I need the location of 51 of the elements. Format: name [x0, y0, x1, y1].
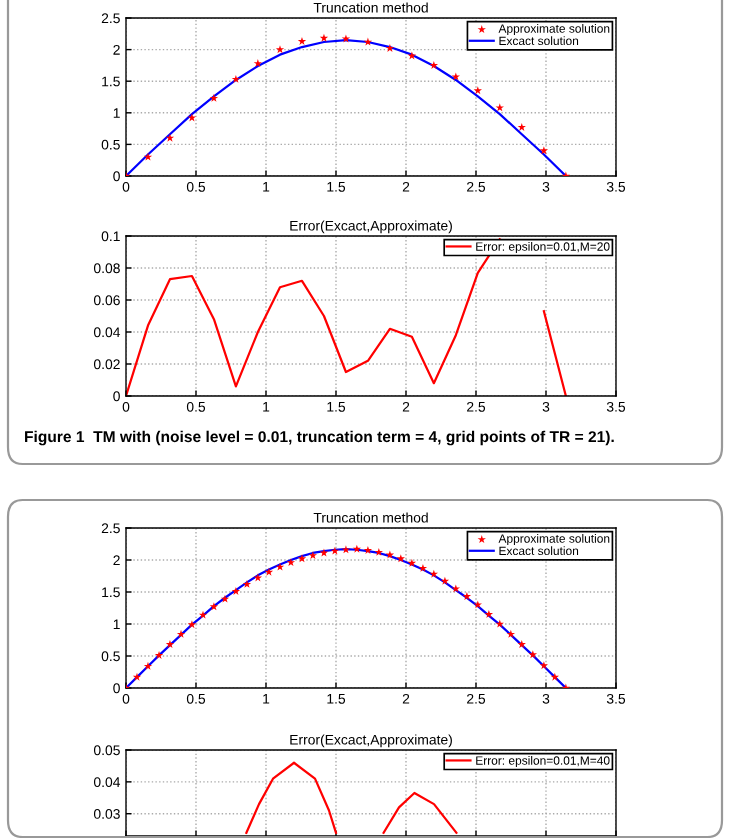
point: [517, 122, 526, 131]
point: [528, 650, 538, 659]
point: [429, 61, 439, 69]
point: [187, 620, 197, 629]
point: [374, 547, 384, 556]
point: [242, 579, 252, 588]
point: [264, 567, 274, 576]
point: [176, 629, 186, 638]
point: [495, 103, 504, 112]
point: [220, 594, 230, 603]
point: [253, 59, 263, 68]
point: [132, 672, 142, 681]
point: [341, 545, 351, 554]
point: [473, 600, 482, 609]
point: [165, 133, 175, 142]
point: [506, 629, 516, 638]
point: [297, 554, 307, 563]
point: [363, 546, 373, 554]
point: [308, 551, 318, 560]
point: [396, 554, 405, 563]
point: [363, 37, 373, 46]
point: [143, 152, 153, 161]
point: [286, 558, 296, 567]
point: [275, 562, 285, 571]
point: [385, 43, 395, 52]
point: [154, 650, 164, 659]
point: [451, 584, 461, 593]
point: [187, 113, 197, 122]
point: [209, 93, 219, 102]
point: [231, 586, 241, 595]
point: [165, 640, 175, 649]
point: [297, 36, 307, 45]
point: [539, 661, 549, 670]
point: [418, 563, 428, 572]
point: [231, 74, 241, 83]
point: [517, 640, 526, 649]
point: [484, 610, 494, 618]
point: [407, 558, 417, 567]
point: [319, 33, 329, 42]
point: [539, 146, 549, 155]
point: [440, 576, 450, 585]
point: [198, 610, 208, 619]
point: [462, 592, 472, 601]
point: [473, 86, 482, 95]
point: [275, 45, 285, 54]
point: [451, 72, 461, 81]
point: [319, 548, 329, 557]
point: [209, 602, 219, 611]
point: [143, 661, 153, 670]
point: [385, 550, 395, 559]
point: [341, 34, 351, 43]
